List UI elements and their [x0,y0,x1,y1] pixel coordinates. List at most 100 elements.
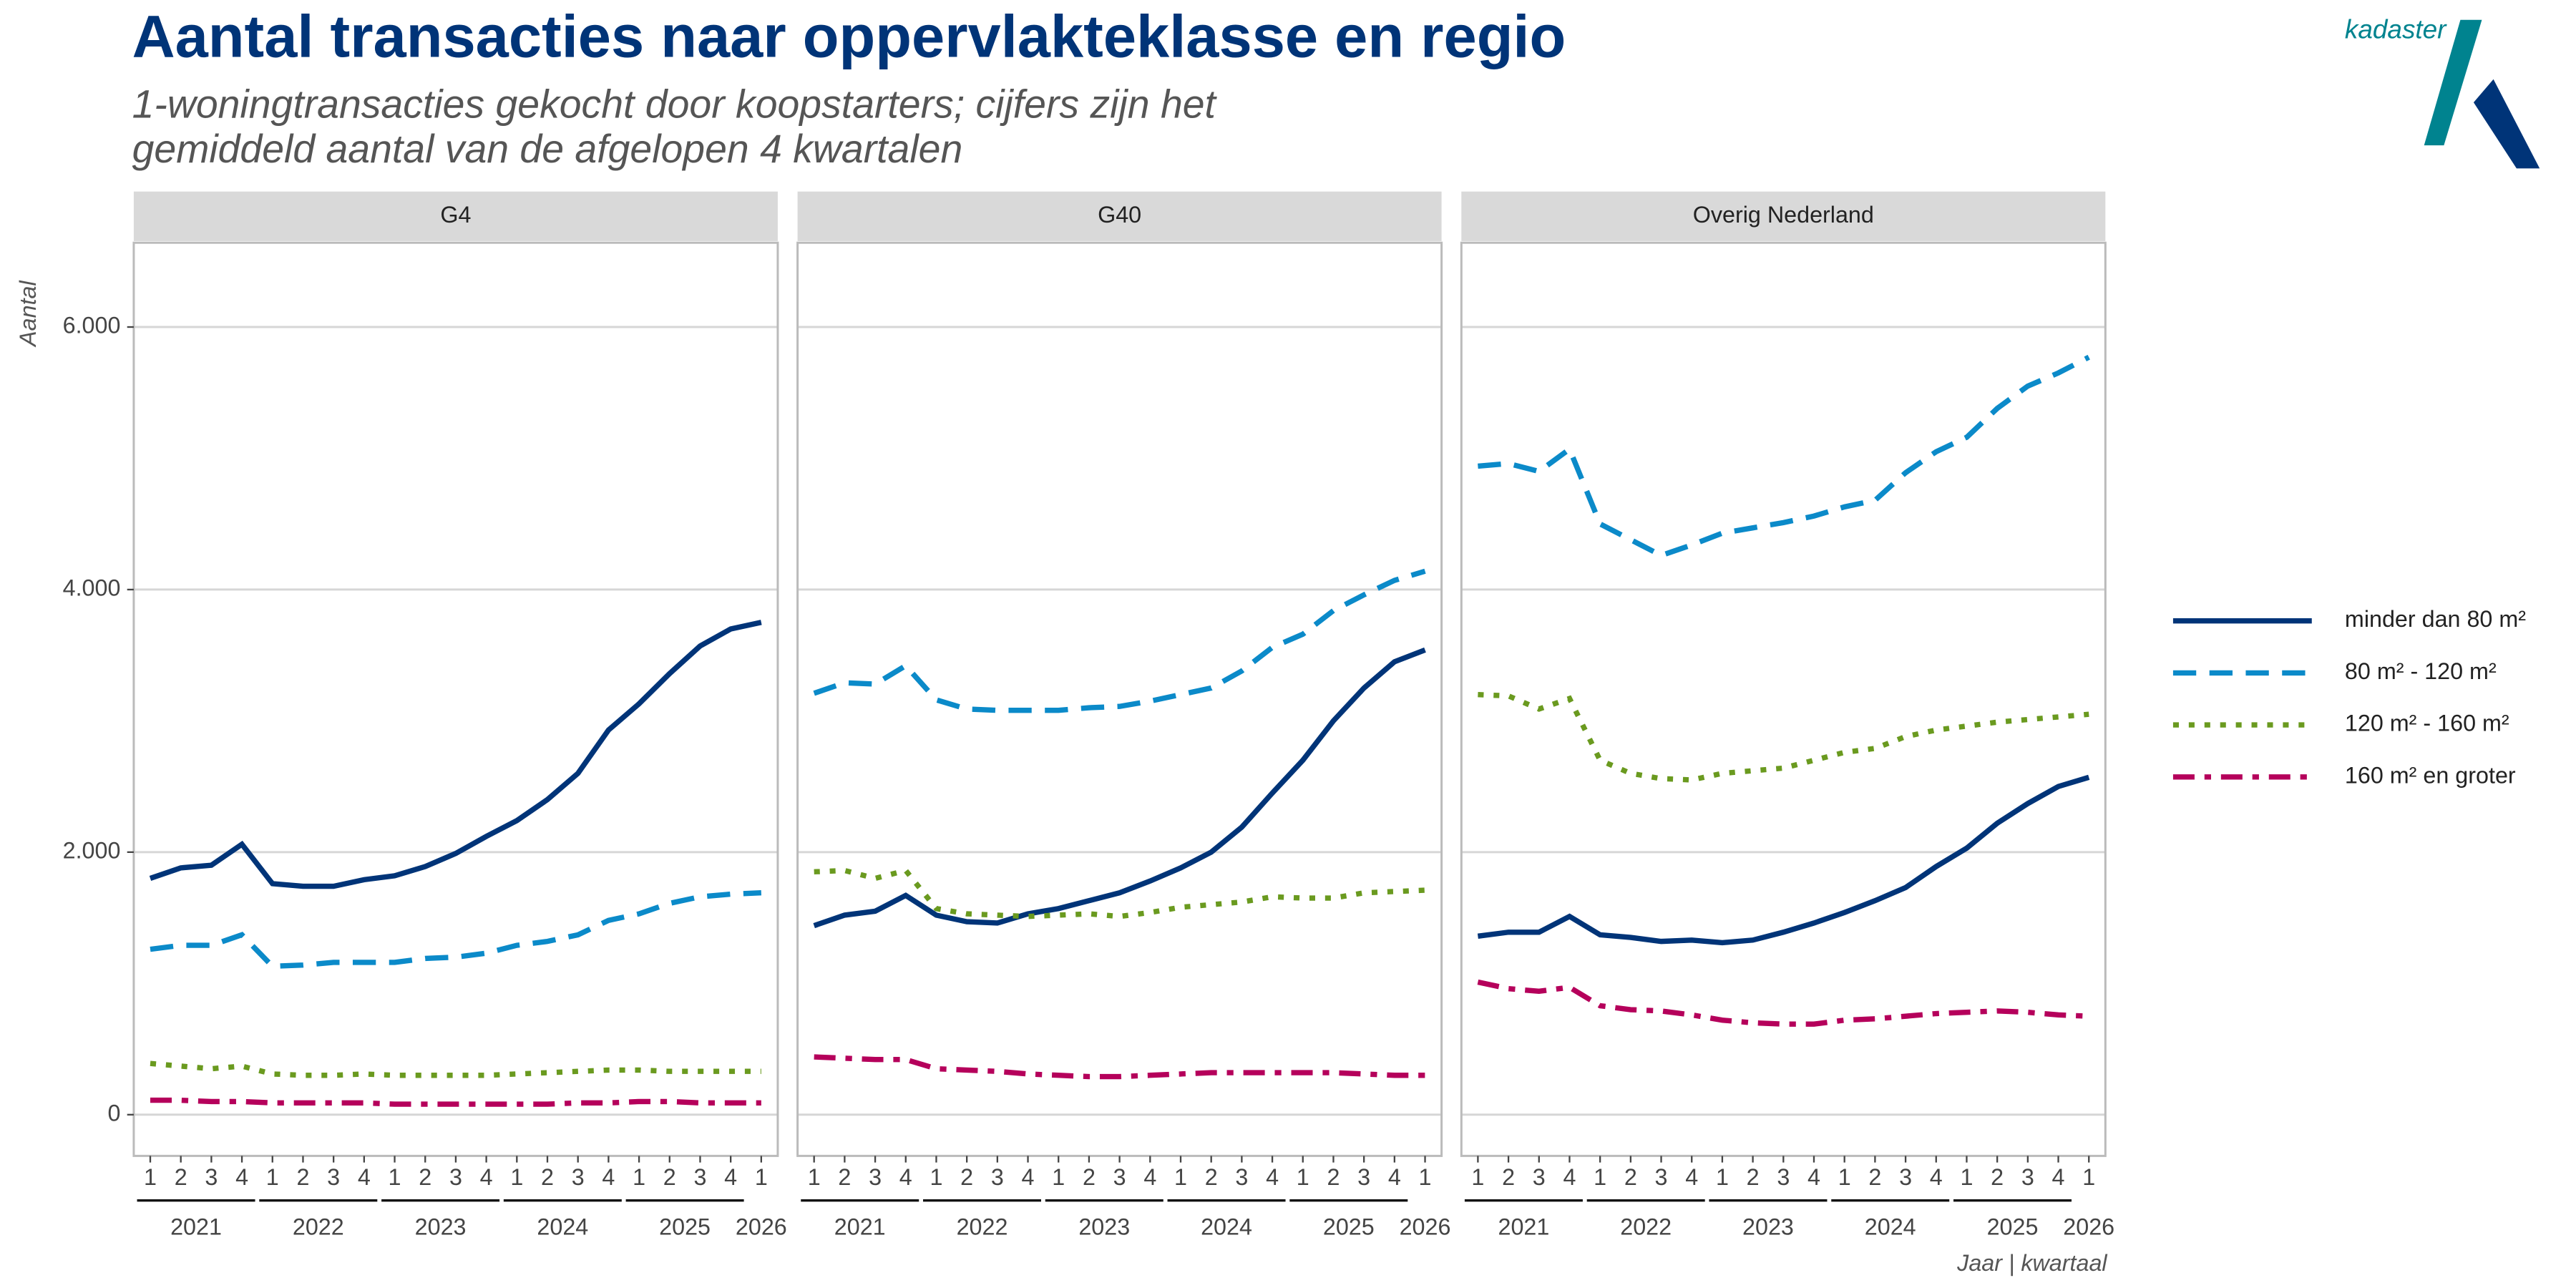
x-tick-label: 3 [991,1164,1004,1190]
x-tick-label: 2 [541,1164,554,1190]
x-tick-label: 2 [1868,1164,1881,1190]
x-tick-label: 3 [327,1164,340,1190]
panel-border [796,241,1443,1157]
x-tick-label: 4 [235,1164,248,1190]
panel-border [132,241,779,1157]
x-tick-label: 1 [1419,1164,1432,1190]
series-line [150,890,762,970]
series-line [150,1060,761,1078]
x-tick-label: 1 [1838,1164,1851,1190]
y-tick-label: 0 [107,1100,120,1126]
series-line [1477,979,2089,1027]
legend-label: minder dan 80 m² [2345,606,2526,632]
x-tick-label: 4 [1266,1164,1279,1190]
chart-subtitle: 1-woningtransacties gekocht door koopsta… [132,82,1218,127]
x-tick-label: 3 [449,1164,462,1190]
series-line [150,1097,761,1107]
x-tick-label: 3 [869,1164,882,1190]
x-tick-label: 4 [1807,1164,1820,1190]
x-tick-label: 4 [1022,1164,1035,1190]
year-label: 2026 [2063,1214,2114,1239]
x-tick-label: 4 [1685,1164,1698,1190]
y-axis-label: Aantal [15,280,41,347]
legend-label: 120 m² - 160 m² [2345,711,2509,736]
x-tick-label: 3 [1113,1164,1126,1190]
x-tick-label: 3 [205,1164,218,1190]
x-tick-label: 4 [899,1164,912,1190]
x-tick-label: 3 [2021,1164,2034,1190]
x-tick-label: 1 [1471,1164,1484,1190]
year-label: 2022 [293,1214,344,1239]
x-tick-label: 4 [2052,1164,2065,1190]
year-label: 2025 [1987,1214,2039,1239]
x-tick-label: 2 [419,1164,431,1190]
x-tick-label: 2 [175,1164,187,1190]
x-tick-label: 2 [1747,1164,1760,1190]
panel-border [1460,241,2107,1157]
x-tick-label: 3 [1777,1164,1790,1190]
x-tick-label: 1 [755,1164,768,1190]
x-tick-label: 3 [1655,1164,1668,1190]
panel-title: G40 [1098,202,1141,228]
x-tick-label: 1 [1174,1164,1187,1190]
x-tick-label: 2 [1327,1164,1340,1190]
year-label: 2021 [1498,1214,1549,1239]
series-line [814,867,1425,919]
series-line [1478,354,2090,559]
x-tick-label: 2 [960,1164,973,1190]
x-tick-label: 1 [2082,1164,2095,1190]
x-tick-label: 4 [480,1164,493,1190]
x-tick-label: 2 [1624,1164,1637,1190]
series-line [813,647,1426,929]
x-tick-label: 1 [510,1164,523,1190]
series-line [813,568,1426,713]
x-tick-label: 2 [1205,1164,1218,1190]
panel-title: G4 [440,202,471,228]
year-label: 2022 [1620,1214,1672,1239]
year-label: 2026 [1400,1214,1451,1239]
logo-shape [2424,19,2482,146]
x-tick-label: 1 [1594,1164,1606,1190]
y-tick-label: 2.000 [63,837,121,863]
year-label: 2024 [1865,1214,1916,1239]
series-line [1477,774,2090,946]
series-line [814,1054,1425,1080]
legend-label: 160 m² en groter [2345,762,2516,788]
x-tick-label: 3 [1899,1164,1912,1190]
x-tick-label: 2 [663,1164,676,1190]
x-tick-label: 1 [633,1164,645,1190]
year-label: 2023 [1742,1214,1794,1239]
series-line [149,620,762,889]
x-tick-label: 1 [144,1164,157,1190]
x-tick-label: 2 [296,1164,309,1190]
x-tick-label: 4 [1143,1164,1156,1190]
x-tick-label: 2 [1991,1164,2004,1190]
panel-title: Overig Nederland [1693,202,1874,228]
year-label: 2021 [170,1214,222,1239]
strip [133,191,778,241]
x-tick-label: 1 [1960,1164,1973,1190]
x-tick-label: 4 [602,1164,615,1190]
x-tick-label: 3 [1235,1164,1248,1190]
x-tick-label: 4 [358,1164,371,1190]
x-tick-label: 4 [1930,1164,1943,1190]
y-tick-label: 4.000 [63,575,121,600]
series-line [1478,692,2089,783]
year-label: 2022 [957,1214,1008,1239]
x-tick-label: 3 [1533,1164,1546,1190]
strip [797,191,1442,241]
logo-shape [2473,79,2540,169]
year-label: 2025 [1323,1214,1375,1239]
year-label: 2023 [415,1214,467,1239]
logo-text: kadaster [2345,15,2447,44]
x-tick-label: 4 [1388,1164,1401,1190]
x-tick-label: 1 [389,1164,401,1190]
x-tick-label: 2 [1083,1164,1096,1190]
year-label: 2024 [1201,1214,1252,1239]
year-label: 2026 [736,1214,787,1239]
strip [1461,191,2106,241]
x-tick-label: 2 [838,1164,851,1190]
x-tick-label: 4 [1563,1164,1576,1190]
